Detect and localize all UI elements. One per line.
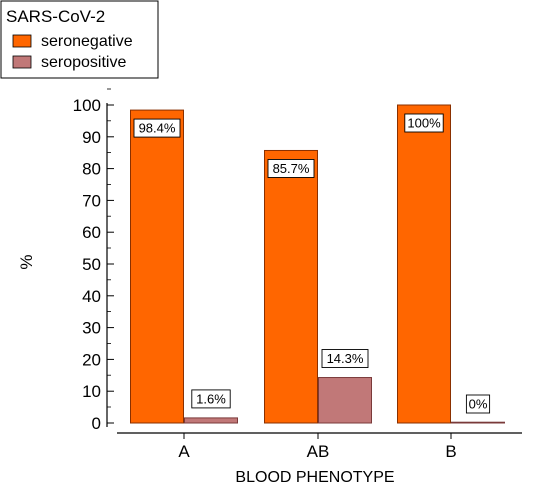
bar-seronegative-A (130, 109, 184, 424)
data-label-box (133, 118, 181, 138)
data-label-box (321, 349, 369, 368)
data-label-box (191, 389, 231, 409)
data-label-text: 85.7% (273, 161, 310, 176)
legend-swatch-seronegative (12, 34, 32, 48)
x-tick-label: AB (307, 442, 330, 461)
legend-title: SARS-CoV-2 (6, 7, 105, 26)
bar-seronegative-AB (264, 149, 318, 424)
bars (130, 104, 505, 424)
y-axis-label: % (17, 254, 36, 269)
data-label-text: 1.6% (196, 391, 226, 406)
bar-seropositive-AB (318, 377, 372, 424)
legend-swatch-seropositive (12, 55, 32, 69)
data-label-seronegative-B: 100% (404, 113, 444, 133)
data-label-seronegative-AB: 85.7% (267, 159, 315, 178)
y-tick-label: 40 (82, 287, 101, 306)
x-tick-label: B (445, 442, 456, 461)
data-label-box (465, 394, 491, 414)
y-tick-label: 80 (82, 160, 101, 179)
x-tick-labels: A AB B (178, 433, 457, 461)
y-tick-label: 100 (73, 96, 101, 115)
y-tick-label: 70 (82, 191, 101, 210)
data-label-seropositive-A: 1.6% (191, 389, 231, 409)
x-tick-label: A (178, 442, 190, 461)
y-tick-label: 20 (82, 350, 101, 369)
bar-seronegative-B (397, 104, 451, 424)
data-label-seropositive-B: 0% (465, 394, 491, 414)
legend-label-seropositive: seropositive (41, 54, 126, 71)
data-label-text: 0% (469, 397, 488, 412)
legend-label-seronegative: seronegative (41, 33, 133, 50)
legend: SARS-CoV-2 seronegative seropositive (0, 0, 159, 79)
y-tick-label: 90 (82, 128, 101, 147)
bar-seropositive-B (451, 421, 505, 424)
y-tick-label: 10 (82, 382, 101, 401)
y-tick-label: 50 (82, 255, 101, 274)
y-tick-label: 0 (92, 414, 101, 433)
data-label-box (404, 113, 444, 133)
x-axis-label: BLOOD PHENOTYPE (235, 469, 394, 486)
data-label-text: 100% (407, 116, 441, 131)
bar-seropositive-A (184, 417, 238, 424)
data-label-text: 98.4% (139, 121, 176, 136)
data-label-text: 14.3% (327, 351, 364, 366)
y-tick-label: 60 (82, 223, 101, 242)
data-label-seronegative-A: 98.4% (133, 118, 181, 138)
y-tick-label: 30 (82, 319, 101, 338)
data-label-seropositive-AB: 14.3% (321, 349, 369, 368)
data-label-box (267, 159, 315, 178)
data-labels: 98.4% 1.6% 85.7% 14.3% 100% 0% (133, 113, 491, 414)
